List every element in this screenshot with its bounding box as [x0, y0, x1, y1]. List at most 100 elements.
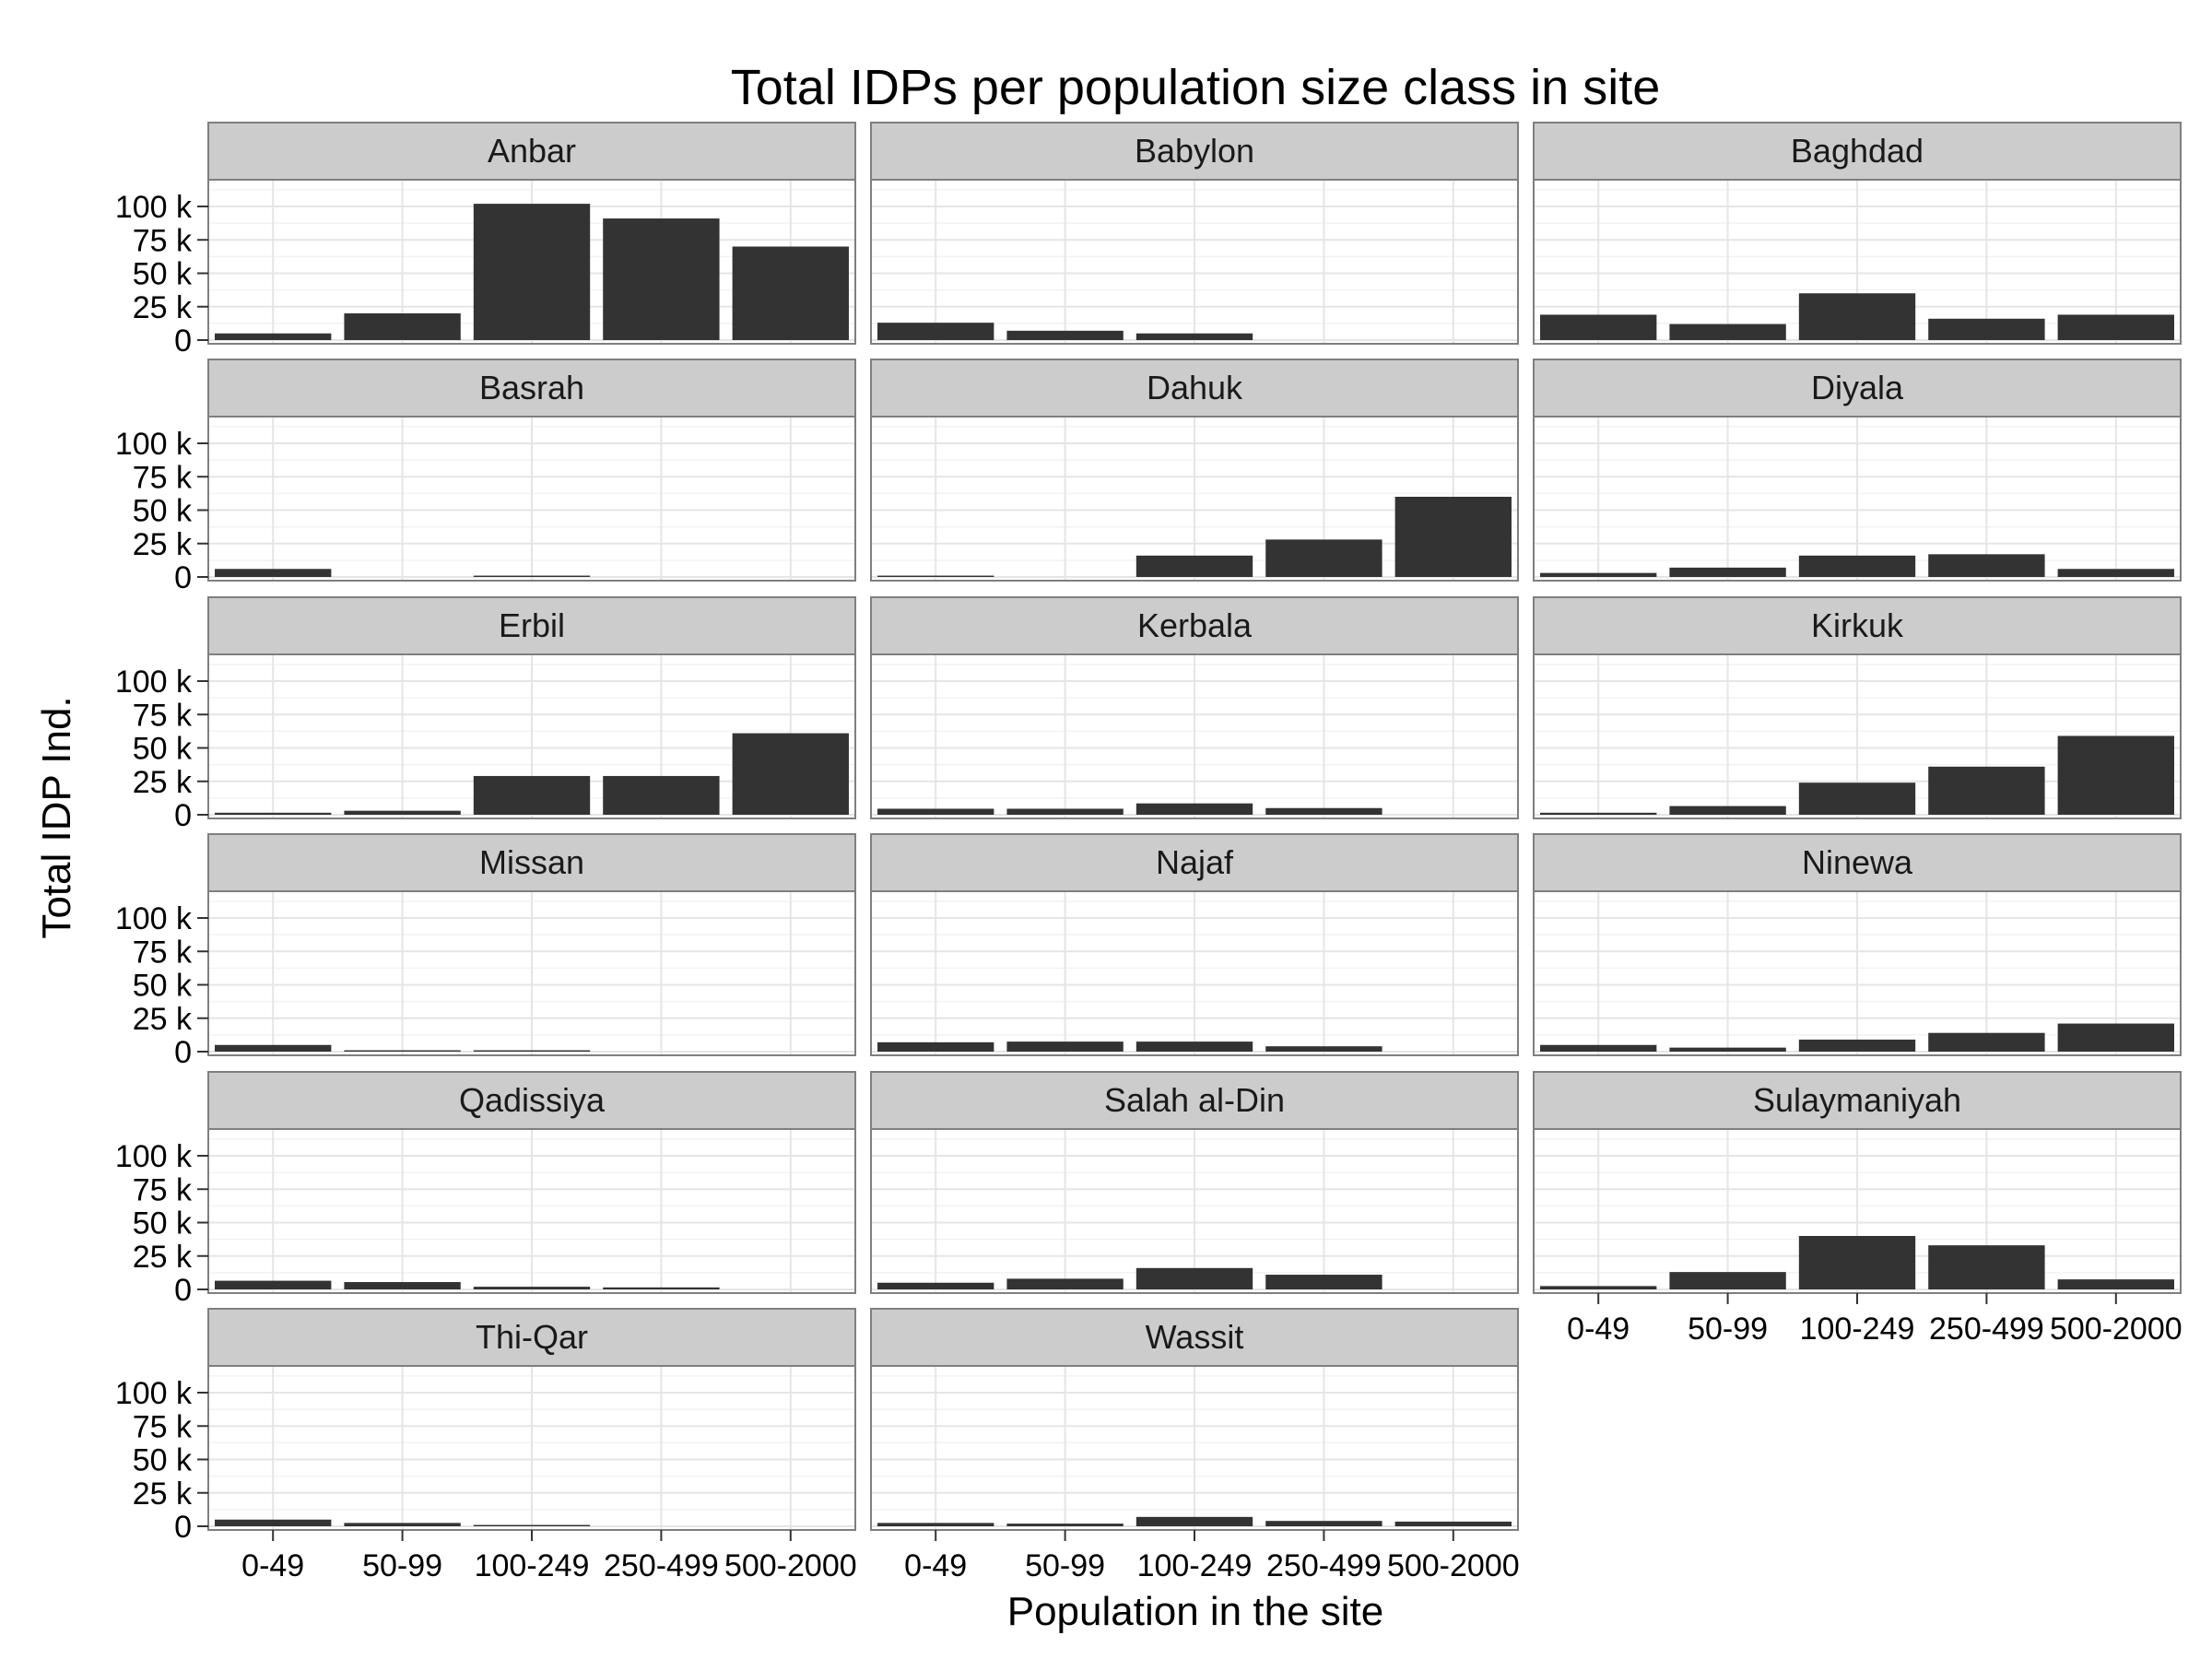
bar-0-49: [877, 1282, 994, 1289]
y-tick-label: 50 k: [133, 1443, 193, 1478]
facet-panel-14: Sulaymaniyah 0-49 50-99 100-249 250-499 500-2…: [1533, 1071, 2183, 1347]
facet-strip: [870, 1308, 1519, 1367]
bar-0-49: [1540, 1044, 1657, 1052]
panel-border: [870, 416, 1519, 582]
bar-250-499: [603, 218, 720, 340]
bar-100-249: [473, 1287, 591, 1289]
facet-label: Basrah: [479, 369, 584, 406]
facet-panel-2: Baghdad: [1533, 122, 2182, 345]
facet-label: Salah al-Din: [1104, 1081, 1285, 1119]
x-tick-label: 50-99: [1025, 1548, 1105, 1583]
y-tick-label: 75 k: [133, 1172, 193, 1207]
panel-border: [207, 1128, 856, 1294]
bar-50-99: [344, 313, 461, 340]
bar-50-99: [344, 1523, 461, 1526]
facet-label: Babylon: [1135, 132, 1254, 170]
x-tick-label: 250-499: [604, 1548, 719, 1583]
bar-50-99: [1669, 1272, 1786, 1289]
bar-100-249: [473, 1050, 591, 1052]
facet-label: Ninewa: [1802, 843, 1913, 881]
bar-500-2000: [2057, 569, 2174, 577]
facet-label: Sulaymaniyah: [1753, 1081, 1961, 1119]
bar-50-99: [1669, 806, 1786, 815]
bar-50-99: [344, 1282, 461, 1289]
panel-border: [207, 653, 856, 819]
panel-border: [1533, 179, 2182, 345]
facet-strip: [870, 833, 1519, 892]
x-tick-label: 500-2000: [724, 1548, 857, 1583]
y-tick-label: 0: [174, 324, 192, 359]
y-tick-label: 100 k: [115, 901, 193, 936]
bar-0-49: [215, 812, 332, 815]
facet-label: Diyala: [1811, 369, 1904, 406]
bar-250-499: [1928, 318, 2045, 340]
x-tick-label: 0-49: [904, 1548, 967, 1583]
y-tick-label: 50 k: [133, 969, 193, 1004]
facet-panel-5: Diyala: [1533, 359, 2182, 582]
facet-label: Dahuk: [1147, 369, 1243, 406]
bar-50-99: [1006, 1041, 1124, 1052]
panel-border: [207, 416, 856, 582]
bar-250-499: [603, 1287, 720, 1289]
panel-border: [870, 653, 1519, 819]
y-tick-label: 75 k: [133, 698, 193, 733]
bar-0-49: [215, 1044, 332, 1052]
bar-500-2000: [732, 733, 849, 815]
y-tick-label: 50 k: [133, 494, 193, 529]
bar-0-49: [877, 323, 994, 340]
bar-100-249: [1135, 1516, 1253, 1526]
panel-border: [870, 890, 1519, 1056]
y-tick-label: 25 k: [133, 1002, 193, 1037]
panel-border: [1533, 653, 2182, 819]
y-tick-label: 100 k: [115, 427, 193, 462]
y-tick-label: 50 k: [133, 257, 193, 292]
facet-label: Erbil: [499, 606, 565, 644]
y-tick-label: 50 k: [133, 1206, 193, 1241]
y-tick-label: 75 k: [133, 223, 193, 258]
bar-50-99: [1006, 330, 1124, 340]
facet-strip: [870, 596, 1519, 655]
bar-250-499: [1928, 554, 2045, 577]
bar-0-49: [215, 569, 332, 577]
bar-250-499: [1265, 539, 1382, 577]
facet-strip: [1533, 833, 2182, 892]
y-tick-label: 50 k: [133, 732, 193, 767]
bar-500-2000: [2057, 314, 2174, 340]
bar-100-249: [1798, 1039, 1916, 1052]
bar-100-249: [473, 204, 591, 340]
y-tick-label: 25 k: [133, 765, 193, 800]
x-tick-label: 0-49: [1567, 1312, 1630, 1347]
facet-panel-13: Salah al-Din: [870, 1071, 1519, 1294]
panel-border: [207, 179, 856, 345]
facet-strip: [870, 122, 1519, 181]
bar-50-99: [1669, 567, 1786, 577]
bar-50-99: [1006, 1524, 1124, 1526]
bar-100-249: [1798, 293, 1916, 340]
facet-panel-4: Dahuk: [870, 359, 1519, 582]
y-tick-label: 0: [174, 1510, 192, 1545]
y-tick-label: 75 k: [133, 1409, 193, 1444]
facet-panel-8: Kirkuk: [1533, 596, 2182, 819]
bar-500-2000: [2057, 1279, 2174, 1289]
x-tick-label: 50-99: [362, 1548, 442, 1583]
facet-strip: [870, 359, 1519, 418]
y-tick-label: 0: [174, 1273, 192, 1308]
y-tick-label: 100 k: [115, 190, 193, 225]
facet-strip: [870, 1071, 1519, 1130]
x-tick-label: 100-249: [1800, 1312, 1915, 1347]
panel-border: [207, 890, 856, 1056]
facet-strip: [1533, 596, 2182, 655]
facet-label: Najaf: [1156, 843, 1234, 881]
bar-50-99: [344, 810, 461, 815]
panel-border: [1533, 416, 2182, 582]
panel-border: [870, 1128, 1519, 1294]
facet-panel-7: Kerbala: [870, 596, 1519, 819]
y-tick-label: 25 k: [133, 527, 193, 562]
facet-strip: [207, 596, 856, 655]
bar-500-2000: [732, 246, 849, 340]
facet-panel-16: Wassit 0-49 50-99 100-249 250-499 500-2000: [870, 1308, 1520, 1583]
